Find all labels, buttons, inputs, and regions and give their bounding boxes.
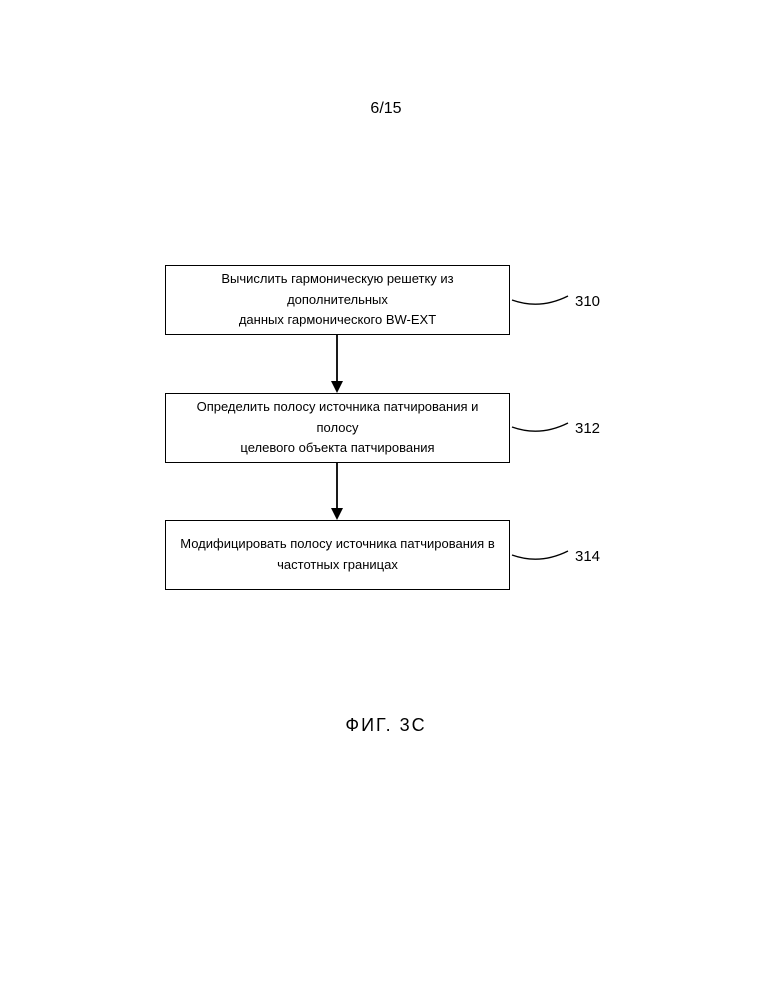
ref-label-312: 312 <box>575 420 600 437</box>
flow-step-314: Модифицировать полосу источника патчиров… <box>165 520 510 590</box>
flow-step-312-text: Определить полосу источника патчирования… <box>180 397 495 459</box>
leader-310 <box>0 0 772 999</box>
page-number: 6/15 <box>0 100 772 118</box>
flow-step-310: Вычислить гармоническую решетку из допол… <box>165 265 510 335</box>
leader-312 <box>0 0 772 999</box>
arrow-310-to-312 <box>0 0 772 999</box>
arrow-312-to-314 <box>0 0 772 999</box>
ref-label-310: 310 <box>575 293 600 310</box>
figure-caption: ФИГ. 3С <box>0 715 772 736</box>
page: 6/15 Вычислить гармоническую решетку из … <box>0 0 772 999</box>
flow-step-312: Определить полосу источника патчирования… <box>165 393 510 463</box>
flow-step-314-text: Модифицировать полосу источника патчиров… <box>180 534 494 576</box>
ref-label-314: 314 <box>575 548 600 565</box>
leader-314 <box>0 0 772 999</box>
flow-step-310-text: Вычислить гармоническую решетку из допол… <box>180 269 495 331</box>
